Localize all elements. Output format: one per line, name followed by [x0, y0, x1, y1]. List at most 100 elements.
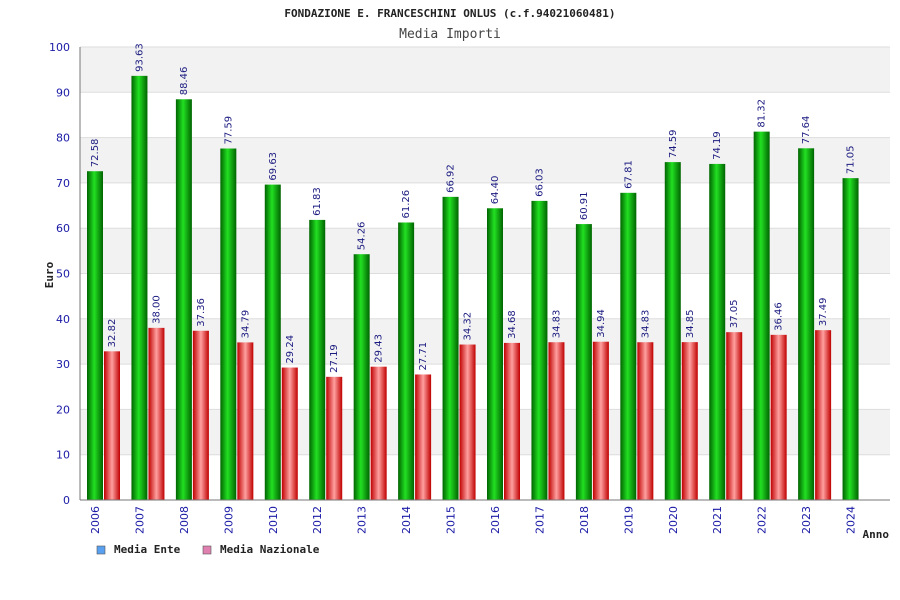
y-tick-label: 80: [56, 132, 70, 145]
bar-media-nazionale: [237, 342, 254, 500]
bar-media-ente: [798, 148, 815, 500]
x-tick-label: 2008: [178, 506, 191, 534]
bar-media-ente: [664, 162, 681, 500]
bar-media-nazionale: [504, 342, 520, 500]
data-label-media-nazionale: 34.83: [640, 310, 651, 339]
legend-label-media-nazionale: Media Nazionale: [220, 543, 320, 556]
x-tick-label: 2022: [756, 506, 769, 534]
bars: [87, 75, 859, 501]
bar-media-nazionale: [726, 332, 743, 500]
data-label-media-nazionale: 32.82: [107, 319, 118, 348]
bar-media-ente: [709, 163, 726, 500]
bar-media-nazionale: [681, 342, 698, 500]
y-axis-ticks: 0 10 20 30 40 50 60 70 80 90 100: [49, 41, 70, 507]
grid-band: [80, 47, 890, 93]
x-tick-label: 2017: [533, 506, 546, 534]
data-label-media-ente: 66.92: [446, 164, 457, 193]
x-axis-ticks: 2006 2007 2008 2009 2010 2012 2013 2014 2015 2016…: [89, 506, 858, 534]
bar-media-nazionale: [148, 327, 165, 500]
data-label-media-nazionale: 27.19: [329, 344, 340, 373]
y-tick-label: 10: [56, 449, 70, 462]
legend-swatch-media-nazionale: [202, 545, 212, 555]
bar-media-nazionale: [326, 376, 343, 500]
bar-media-ente: [753, 131, 770, 500]
y-tick-label: 60: [56, 222, 70, 235]
data-label-media-nazionale: 29.24: [285, 335, 296, 364]
bar-media-nazionale: [104, 351, 120, 500]
x-tick-label: 2013: [356, 506, 369, 534]
bar-media-ente: [531, 200, 548, 500]
data-label-media-nazionale: 34.32: [463, 312, 474, 341]
data-label-media-ente: 74.19: [712, 131, 723, 160]
data-label-media-nazionale: 34.79: [240, 310, 251, 339]
bar-media-nazionale: [415, 374, 432, 500]
data-label-media-nazionale: 38.00: [151, 295, 162, 324]
bar-media-ente: [842, 178, 859, 500]
bar-media-ente: [398, 222, 415, 501]
x-tick-label: 2009: [222, 506, 235, 534]
bar-media-ente: [220, 148, 237, 500]
data-label-media-ente: 74.59: [668, 129, 679, 158]
bar-media-nazionale: [548, 342, 565, 500]
data-label-media-ente: 61.26: [401, 190, 412, 219]
data-label-media-ente: 81.32: [757, 99, 768, 128]
x-tick-label: 2020: [667, 506, 680, 534]
data-label-media-ente: 60.91: [579, 191, 590, 220]
data-label-media-nazionale: 27.71: [418, 342, 429, 371]
grid-band: [80, 92, 890, 138]
data-label-media-ente: 66.03: [534, 168, 545, 197]
x-tick-label: 2012: [311, 506, 324, 534]
data-label-media-nazionale: 34.83: [551, 310, 562, 339]
data-label-media-nazionale: 37.36: [196, 298, 207, 327]
x-tick-label: 2010: [267, 506, 280, 534]
data-label-media-ente: 67.81: [623, 160, 634, 189]
data-label-media-nazionale: 37.49: [818, 298, 829, 327]
data-label-media-nazionale: 34.94: [596, 309, 607, 338]
legend: Media Ente Media Nazionale: [96, 543, 320, 556]
bar-media-ente: [175, 99, 192, 501]
data-label-media-ente: 69.63: [268, 152, 279, 181]
y-tick-label: 20: [56, 403, 70, 416]
data-label-media-ente: 54.26: [357, 222, 368, 251]
data-label-media-ente: 77.59: [223, 116, 234, 145]
data-label-media-ente: 71.05: [846, 146, 857, 175]
bar-media-ente: [131, 75, 148, 500]
data-label-media-ente: 93.63: [134, 43, 145, 72]
y-axis-label: Euro: [43, 261, 56, 288]
data-label-media-nazionale: 34.85: [685, 309, 696, 338]
bar-media-nazionale: [637, 342, 654, 500]
bar-media-ente: [575, 224, 592, 500]
legend-swatch-media-ente: [96, 545, 106, 555]
data-label-media-nazionale: 36.46: [774, 302, 785, 331]
x-tick-label: 2018: [578, 506, 591, 534]
data-label-media-nazionale: 29.43: [374, 334, 385, 363]
x-tick-label: 2019: [622, 506, 635, 534]
data-label-media-ente: 77.64: [801, 116, 812, 145]
y-tick-label: 100: [49, 41, 70, 54]
x-axis-label: Anno: [863, 528, 890, 541]
bar-media-nazionale: [192, 330, 209, 500]
x-tick-label: 2007: [133, 506, 146, 534]
bar-media-ente: [353, 254, 370, 500]
y-tick-label: 30: [56, 358, 70, 371]
x-tick-label: 2024: [845, 506, 858, 534]
legend-label-media-ente: Media Ente: [114, 543, 181, 556]
y-tick-label: 0: [63, 494, 70, 507]
data-label-media-ente: 61.83: [312, 187, 323, 216]
bar-media-nazionale: [592, 341, 609, 500]
bar-media-nazionale: [370, 366, 387, 500]
data-label-media-ente: 88.46: [179, 67, 190, 96]
bar-media-ente: [487, 208, 503, 500]
x-tick-label: 2023: [800, 506, 813, 534]
y-tick-label: 40: [56, 313, 70, 326]
data-label-media-nazionale: 37.05: [729, 300, 740, 329]
y-tick-label: 50: [56, 268, 70, 281]
x-tick-label: 2015: [445, 506, 458, 534]
chart-subtitle: Media Importi: [399, 27, 501, 42]
bar-media-ente: [442, 196, 459, 500]
data-label-media-nazionale: 34.68: [507, 310, 518, 339]
x-tick-label: 2021: [711, 506, 724, 534]
data-labels: 72.58 32.82 93.63 38.00 88.46 37.36 77.59 34.79…: [90, 43, 857, 373]
bar-media-nazionale: [281, 367, 298, 500]
